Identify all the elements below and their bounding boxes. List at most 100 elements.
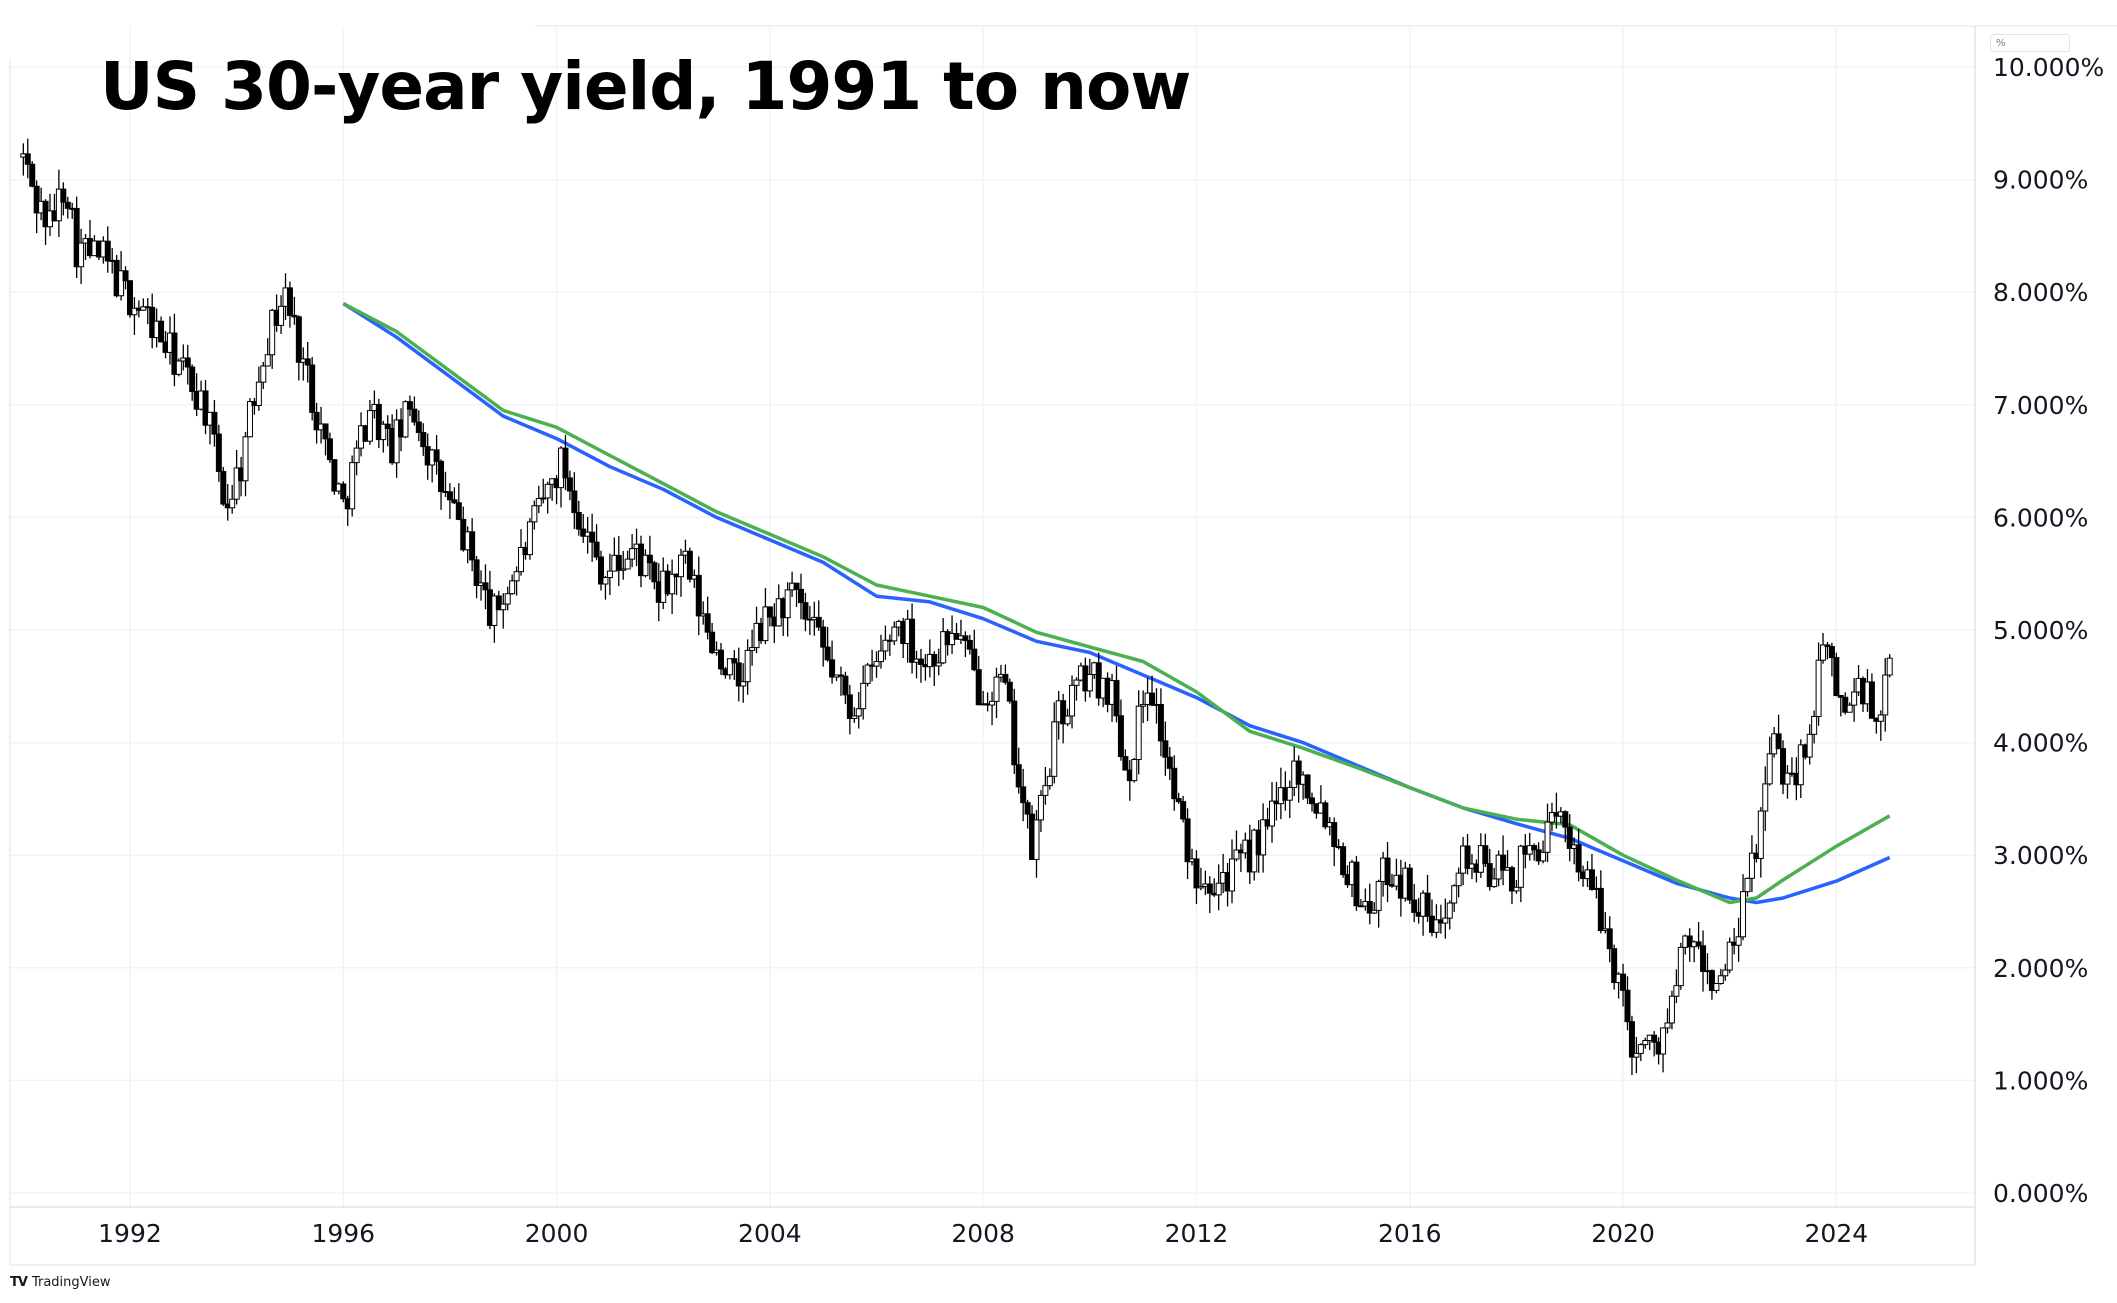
price-candle bbox=[1131, 757, 1138, 783]
price-candle bbox=[1113, 665, 1120, 723]
price-candle bbox=[802, 592, 809, 632]
price-candle bbox=[304, 342, 311, 383]
price-candle bbox=[211, 400, 218, 447]
price-scale-unit-badge[interactable]: % bbox=[1990, 34, 2070, 52]
price-candle bbox=[935, 648, 942, 676]
price-candle bbox=[242, 431, 249, 497]
price-candle bbox=[411, 396, 418, 426]
price-candle bbox=[33, 180, 40, 234]
price-candle bbox=[1717, 968, 1724, 985]
price-candle bbox=[1162, 721, 1169, 776]
price-candle bbox=[1797, 739, 1804, 799]
price-candle bbox=[286, 281, 293, 328]
price-candle bbox=[1642, 1037, 1649, 1049]
price-candle bbox=[1175, 792, 1182, 804]
moving-average-layer bbox=[342, 301, 1891, 905]
price-candle bbox=[1780, 740, 1787, 795]
price-candle bbox=[1375, 879, 1382, 928]
price-candle bbox=[615, 536, 622, 587]
price-candle bbox=[202, 380, 209, 435]
tradingview-brand[interactable]: TV TradingView bbox=[10, 1275, 110, 1290]
price-candle bbox=[1069, 675, 1076, 729]
price-candle bbox=[1309, 792, 1316, 812]
price-candle bbox=[1233, 830, 1240, 862]
price-candle bbox=[731, 650, 738, 680]
x-tick-label: 1992 bbox=[98, 1219, 162, 1248]
price-candle bbox=[766, 606, 773, 627]
price-candle bbox=[1735, 917, 1742, 962]
y-tick-label: 3.000% bbox=[1993, 841, 2088, 870]
price-candle bbox=[1455, 867, 1462, 898]
price-candle bbox=[1762, 766, 1769, 831]
price-candle bbox=[624, 550, 631, 570]
price-candle bbox=[1206, 876, 1213, 914]
price-candle bbox=[1331, 817, 1338, 867]
price-candle bbox=[669, 559, 676, 614]
price-candle bbox=[1353, 856, 1360, 911]
ma-line-green bbox=[342, 301, 1891, 905]
x-tick-label: 2004 bbox=[738, 1219, 802, 1248]
price-candle bbox=[846, 684, 853, 735]
price-candle bbox=[1517, 844, 1524, 903]
price-candle bbox=[1811, 710, 1818, 744]
price-candle bbox=[500, 593, 507, 629]
price-candle bbox=[629, 534, 636, 568]
price-candle bbox=[1637, 1043, 1644, 1062]
price-candle bbox=[1531, 843, 1538, 861]
price-candle bbox=[433, 435, 440, 475]
price-candle bbox=[1744, 877, 1751, 897]
price-candle bbox=[571, 472, 578, 529]
price-candle bbox=[1544, 803, 1551, 863]
price-candle bbox=[686, 547, 693, 583]
price-candle bbox=[64, 196, 71, 219]
chart-title: US 30-year yield, 1991 to now bbox=[100, 48, 1191, 125]
price-candle bbox=[1006, 678, 1013, 704]
price-candle bbox=[122, 266, 129, 290]
price-candle bbox=[651, 560, 658, 590]
price-candle bbox=[1135, 690, 1142, 775]
price-candle bbox=[1011, 688, 1018, 774]
price-candle bbox=[455, 483, 462, 521]
price-candle bbox=[340, 481, 347, 503]
price-candle bbox=[1193, 850, 1200, 905]
price-candle bbox=[1597, 870, 1604, 934]
price-candle bbox=[184, 344, 191, 385]
price-candle bbox=[264, 338, 271, 367]
price-candle bbox=[482, 564, 489, 610]
price-candle bbox=[446, 483, 453, 519]
price-candle bbox=[469, 518, 476, 572]
price-candle bbox=[1171, 755, 1178, 811]
price-candle bbox=[1340, 842, 1347, 878]
price-candle bbox=[1269, 782, 1276, 843]
price-candle bbox=[695, 556, 702, 636]
price-candle bbox=[1166, 747, 1173, 780]
price-candle bbox=[246, 398, 253, 438]
price-candle bbox=[326, 432, 333, 463]
price-candle bbox=[420, 423, 427, 456]
price-candle bbox=[1562, 810, 1569, 843]
price-candle bbox=[1086, 658, 1093, 698]
price-candle bbox=[331, 459, 338, 495]
price-candle bbox=[1784, 765, 1791, 799]
price-candle bbox=[104, 226, 111, 273]
price-candle bbox=[1406, 864, 1413, 904]
price-candle bbox=[473, 556, 480, 599]
price-candle bbox=[78, 228, 85, 285]
price-candle bbox=[860, 665, 867, 720]
price-candle bbox=[740, 663, 747, 703]
price-candle bbox=[29, 161, 36, 188]
price-candle bbox=[1371, 902, 1378, 914]
price-candle bbox=[1628, 1015, 1635, 1076]
price-candle bbox=[1149, 675, 1156, 707]
price-candle bbox=[1304, 774, 1311, 804]
price-candle bbox=[1548, 802, 1555, 832]
price-candle bbox=[55, 169, 62, 238]
price-candle bbox=[1446, 900, 1453, 930]
price-candle bbox=[24, 138, 31, 179]
price-candle bbox=[1775, 714, 1782, 750]
price-candle bbox=[1540, 840, 1547, 864]
price-candle bbox=[562, 435, 569, 491]
price-candle bbox=[1882, 658, 1889, 732]
price-candle bbox=[1500, 835, 1507, 886]
price-candle bbox=[1020, 768, 1027, 822]
